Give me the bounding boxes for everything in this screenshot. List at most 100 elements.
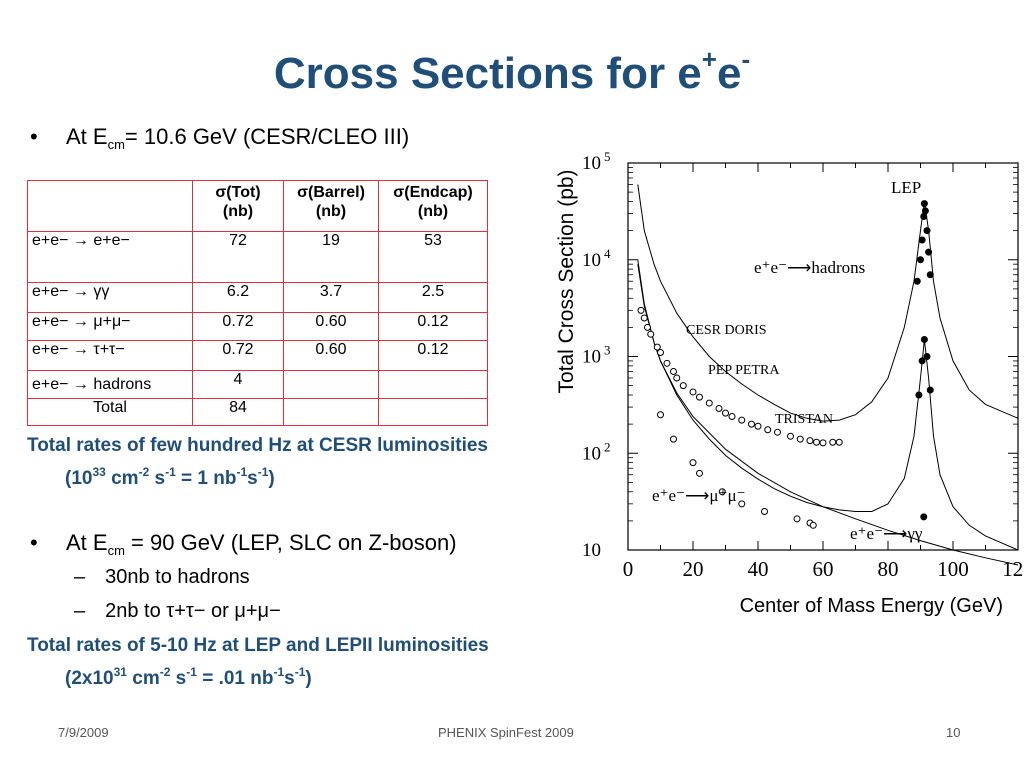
cell-endcap: 0.12 — [378, 340, 488, 371]
data-point — [705, 399, 713, 407]
bullet-dot: • — [30, 124, 38, 149]
cell-endcap: 2.5 — [378, 282, 488, 313]
data-point — [637, 306, 645, 314]
table-row: e+e− → γγ 6.2 3.7 2.5 — [27, 282, 488, 313]
data-point — [738, 416, 746, 424]
cell-endcap: 53 — [378, 231, 488, 283]
y-tick-label: 10 — [582, 153, 601, 174]
rates-cesr-line2: (1033 cm-2 s-1 = 1 nb-1s-1) — [65, 465, 275, 489]
y-tick-label: 10 — [582, 250, 601, 271]
row-process: e+e− → γγ — [27, 282, 193, 313]
x-tick-label: 20 — [683, 557, 704, 581]
rates-cesr: Total rates of few hundred Hz at CESR lu… — [27, 432, 488, 492]
data-point — [657, 411, 664, 419]
data-point — [679, 382, 687, 390]
data-point — [696, 469, 703, 477]
data-point — [722, 409, 729, 417]
data-point — [670, 367, 677, 375]
data-point — [640, 314, 648, 322]
x-axis-label: Center of Mass Energy (GeV) — [740, 595, 1003, 617]
header-endcap: σ(Endcap) (nb) — [378, 180, 488, 232]
cell-tot: 4 — [192, 370, 284, 399]
label-lep: LEP — [891, 178, 921, 197]
data-point — [761, 507, 768, 515]
data-point — [774, 428, 781, 436]
table-row: e+e− → hadrons 4 — [27, 370, 488, 399]
data-point — [673, 374, 681, 382]
data-point — [829, 438, 837, 446]
x-tick-label: 0 — [623, 557, 634, 581]
cell-endcap: 0.12 — [378, 312, 488, 341]
x-tick-label: 60 — [813, 557, 834, 581]
data-point — [718, 488, 726, 496]
data-point — [796, 435, 804, 443]
sub-bullet-hadrons: –30nb to hadrons — [74, 566, 250, 588]
data-point — [917, 256, 924, 264]
data-point — [764, 426, 772, 434]
label-tristan: TRISTAN — [775, 412, 833, 427]
cell-barrel: 3.7 — [283, 282, 379, 313]
data-point — [793, 515, 801, 523]
label-mumu: e⁺e⁻⟶μ⁺μ⁻ — [652, 486, 746, 505]
data-point — [920, 513, 928, 521]
cell-barrel — [283, 398, 379, 426]
cell-barrel: 19 — [283, 231, 379, 283]
rates-cesr-line1: Total rates of few hundred Hz at CESR lu… — [27, 435, 488, 456]
data-point — [915, 391, 923, 399]
x-tick-label: 120 — [1002, 557, 1024, 581]
data-point — [835, 438, 843, 446]
y-tick-exponent: 5 — [604, 150, 611, 164]
row-process: e+e− → τ+τ− — [27, 340, 193, 371]
table-row: e+e− → μ+μ− 0.72 0.60 0.12 — [27, 312, 488, 341]
cell-tot: 6.2 — [192, 282, 284, 313]
y-axis-label: Total Cross Section (pb) — [555, 169, 578, 393]
data-point — [920, 335, 928, 343]
data-point — [670, 435, 677, 443]
data-point — [754, 422, 762, 430]
data-point — [728, 412, 736, 420]
y-tick-exponent: 2 — [604, 439, 611, 454]
data-point — [663, 359, 671, 367]
row-process: e+e− → μ+μ− — [27, 312, 193, 341]
y-tick-label: 10 — [582, 540, 601, 561]
row-process: e+e− → e+e− — [27, 231, 193, 283]
footer-event: PHENIX SpinFest 2009 — [438, 725, 574, 740]
cell-endcap — [378, 370, 488, 399]
data-point — [913, 277, 921, 285]
data-point — [787, 432, 794, 440]
cell-barrel: 0.60 — [283, 312, 379, 341]
data-point — [921, 207, 929, 215]
data-point — [689, 459, 697, 467]
row-process: e+e− → hadrons — [27, 370, 193, 399]
data-point — [926, 271, 934, 279]
cell-barrel — [283, 370, 379, 399]
data-point — [918, 357, 926, 365]
bullet-dot: • — [30, 530, 38, 555]
mumu-curve — [637, 259, 1019, 551]
table-corner — [27, 180, 193, 232]
data-point — [806, 437, 814, 445]
label-pep-petra: PEP PETRA — [708, 363, 780, 378]
data-point — [813, 438, 820, 446]
y-tick-exponent: 4 — [604, 246, 611, 261]
x-tick-label: 40 — [748, 557, 769, 581]
data-point — [920, 212, 928, 220]
data-point — [926, 386, 934, 394]
data-point — [923, 353, 931, 360]
data-point — [644, 323, 651, 331]
data-point — [923, 227, 931, 235]
rates-lep: Total rates of 5-10 Hz at LEP and LEPII … — [27, 632, 489, 692]
footer-page-number: 10 — [946, 725, 961, 740]
bullet-lep: • At Ecm = 90 GeV (LEP, SLC on Z-boson) — [30, 530, 457, 558]
data-point — [819, 439, 827, 447]
data-point — [809, 521, 817, 529]
table-row: e+e− → e+e− 72 19 53 — [27, 231, 488, 283]
cross-section-table: σ(Tot) (nb) σ(Barrel) (nb) σ(Endcap) (nb) e… — [27, 180, 488, 426]
data-point — [925, 248, 933, 256]
data-point — [920, 200, 928, 208]
label-hadrons: e⁺e⁻⟶hadrons — [754, 258, 865, 277]
cell-barrel: 0.60 — [283, 340, 379, 371]
cell-tot: 84 — [192, 398, 284, 426]
data-point — [748, 420, 755, 428]
y-tick-label: 10 — [582, 443, 601, 464]
